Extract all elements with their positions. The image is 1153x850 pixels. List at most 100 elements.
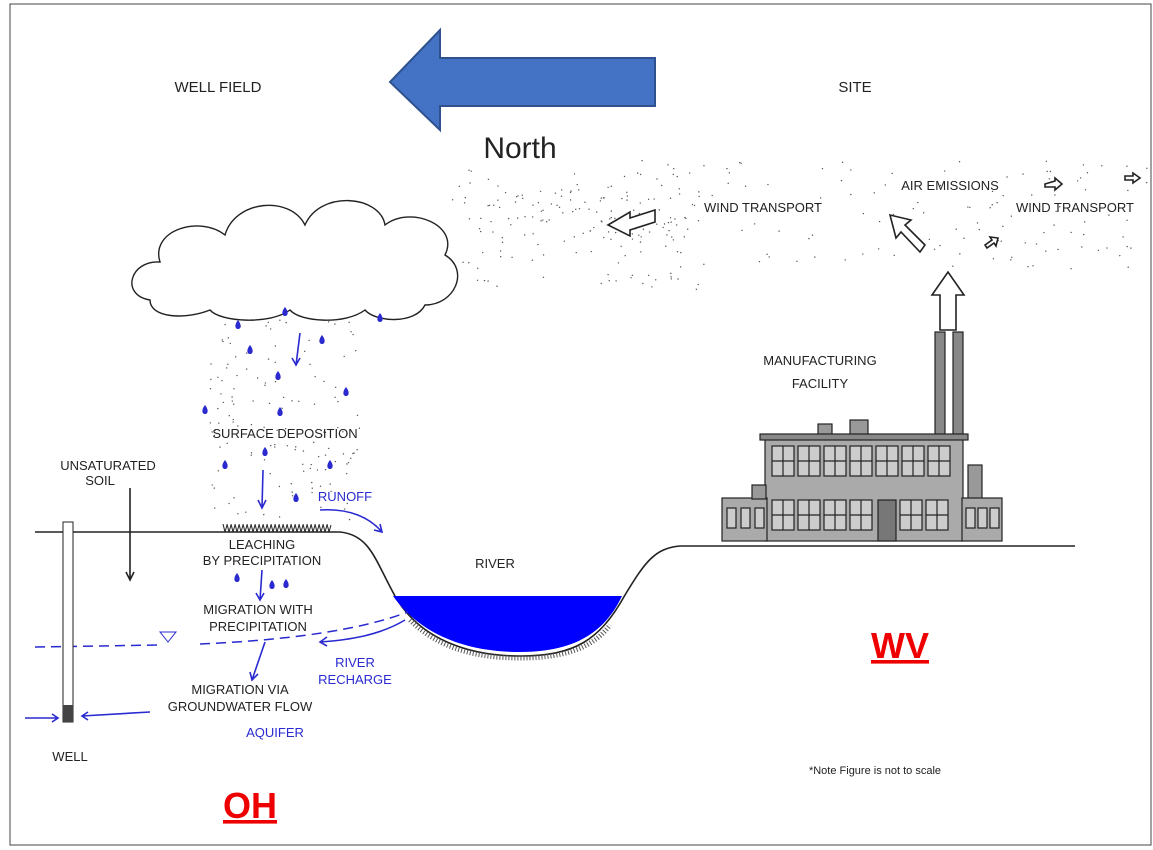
dot xyxy=(630,277,632,279)
dot xyxy=(464,196,466,199)
dot xyxy=(768,256,770,258)
dot xyxy=(358,427,361,429)
dot xyxy=(250,452,253,454)
dot xyxy=(570,190,572,192)
dot xyxy=(614,231,617,234)
dot xyxy=(348,321,350,323)
grass xyxy=(254,523,260,533)
dot xyxy=(639,173,642,176)
dot xyxy=(819,197,822,199)
dot xyxy=(501,237,503,239)
dot xyxy=(269,444,272,447)
vent xyxy=(751,484,767,500)
dot xyxy=(626,191,628,193)
state-label: WV xyxy=(871,625,929,666)
dot xyxy=(892,213,895,216)
dot xyxy=(578,189,580,191)
dot xyxy=(669,217,672,219)
dot xyxy=(1043,231,1045,234)
dot xyxy=(347,461,350,464)
dot xyxy=(739,161,741,164)
window-frame xyxy=(824,446,846,476)
dot xyxy=(346,502,348,505)
dot xyxy=(267,358,270,360)
dot xyxy=(234,356,237,358)
dot xyxy=(269,328,272,330)
dot xyxy=(532,233,534,235)
grass xyxy=(302,523,308,533)
dot xyxy=(590,250,593,253)
dot xyxy=(695,288,698,290)
dot xyxy=(685,217,687,220)
dot xyxy=(295,446,297,448)
dot xyxy=(607,231,610,233)
dot xyxy=(1045,250,1047,252)
dot xyxy=(665,245,667,247)
dot xyxy=(487,280,489,282)
window-frame xyxy=(900,500,922,530)
dot xyxy=(264,382,267,384)
dot xyxy=(537,243,539,246)
dot xyxy=(992,258,995,260)
dot xyxy=(576,183,578,186)
dot xyxy=(620,245,622,248)
dot xyxy=(684,216,686,219)
dot xyxy=(862,253,864,255)
dot xyxy=(539,190,542,193)
raindrop xyxy=(283,579,289,588)
dot xyxy=(226,367,228,369)
dot xyxy=(686,228,689,230)
dot xyxy=(1119,254,1121,257)
dot xyxy=(313,403,316,405)
dot xyxy=(811,234,814,236)
dot xyxy=(236,374,238,377)
dot xyxy=(991,204,993,206)
dot xyxy=(233,388,235,390)
dot xyxy=(1126,165,1128,167)
arrow xyxy=(983,235,999,250)
dot xyxy=(343,355,345,358)
dot xyxy=(524,234,526,236)
dot xyxy=(1126,245,1128,248)
stack xyxy=(934,331,946,441)
dot xyxy=(328,447,330,450)
raindrop xyxy=(269,580,275,589)
raindrop xyxy=(234,573,240,582)
well-screen xyxy=(63,705,73,722)
soil-arrow xyxy=(125,488,135,582)
dot xyxy=(540,210,543,212)
grass xyxy=(326,523,332,533)
dot xyxy=(284,428,287,430)
dot xyxy=(294,448,296,451)
dot xyxy=(278,516,281,518)
grass xyxy=(274,523,280,533)
dot xyxy=(469,182,471,184)
dot xyxy=(1055,210,1057,213)
label: RUNOFF xyxy=(318,489,372,504)
dot xyxy=(569,199,572,201)
dot xyxy=(250,454,252,456)
dot xyxy=(562,212,564,214)
dot xyxy=(309,467,312,470)
dot xyxy=(563,240,565,242)
label-line: MIGRATION VIA xyxy=(191,682,289,697)
label-line: UNSATURATED xyxy=(60,458,156,473)
label: WIND TRANSPORT xyxy=(704,200,822,215)
window-frame xyxy=(798,500,820,530)
dot xyxy=(329,483,331,485)
dot xyxy=(640,251,642,253)
arrow xyxy=(1044,176,1064,192)
dot xyxy=(1024,242,1026,244)
dot xyxy=(617,262,620,264)
window xyxy=(740,507,751,529)
dot xyxy=(302,450,305,452)
dot xyxy=(217,407,219,410)
grass xyxy=(282,523,288,533)
dot xyxy=(540,220,542,222)
label-line: MANUFACTURING xyxy=(763,353,876,368)
heading: SITE xyxy=(838,79,871,96)
dot xyxy=(451,199,454,201)
dot xyxy=(603,197,605,199)
raindrop xyxy=(262,447,268,456)
